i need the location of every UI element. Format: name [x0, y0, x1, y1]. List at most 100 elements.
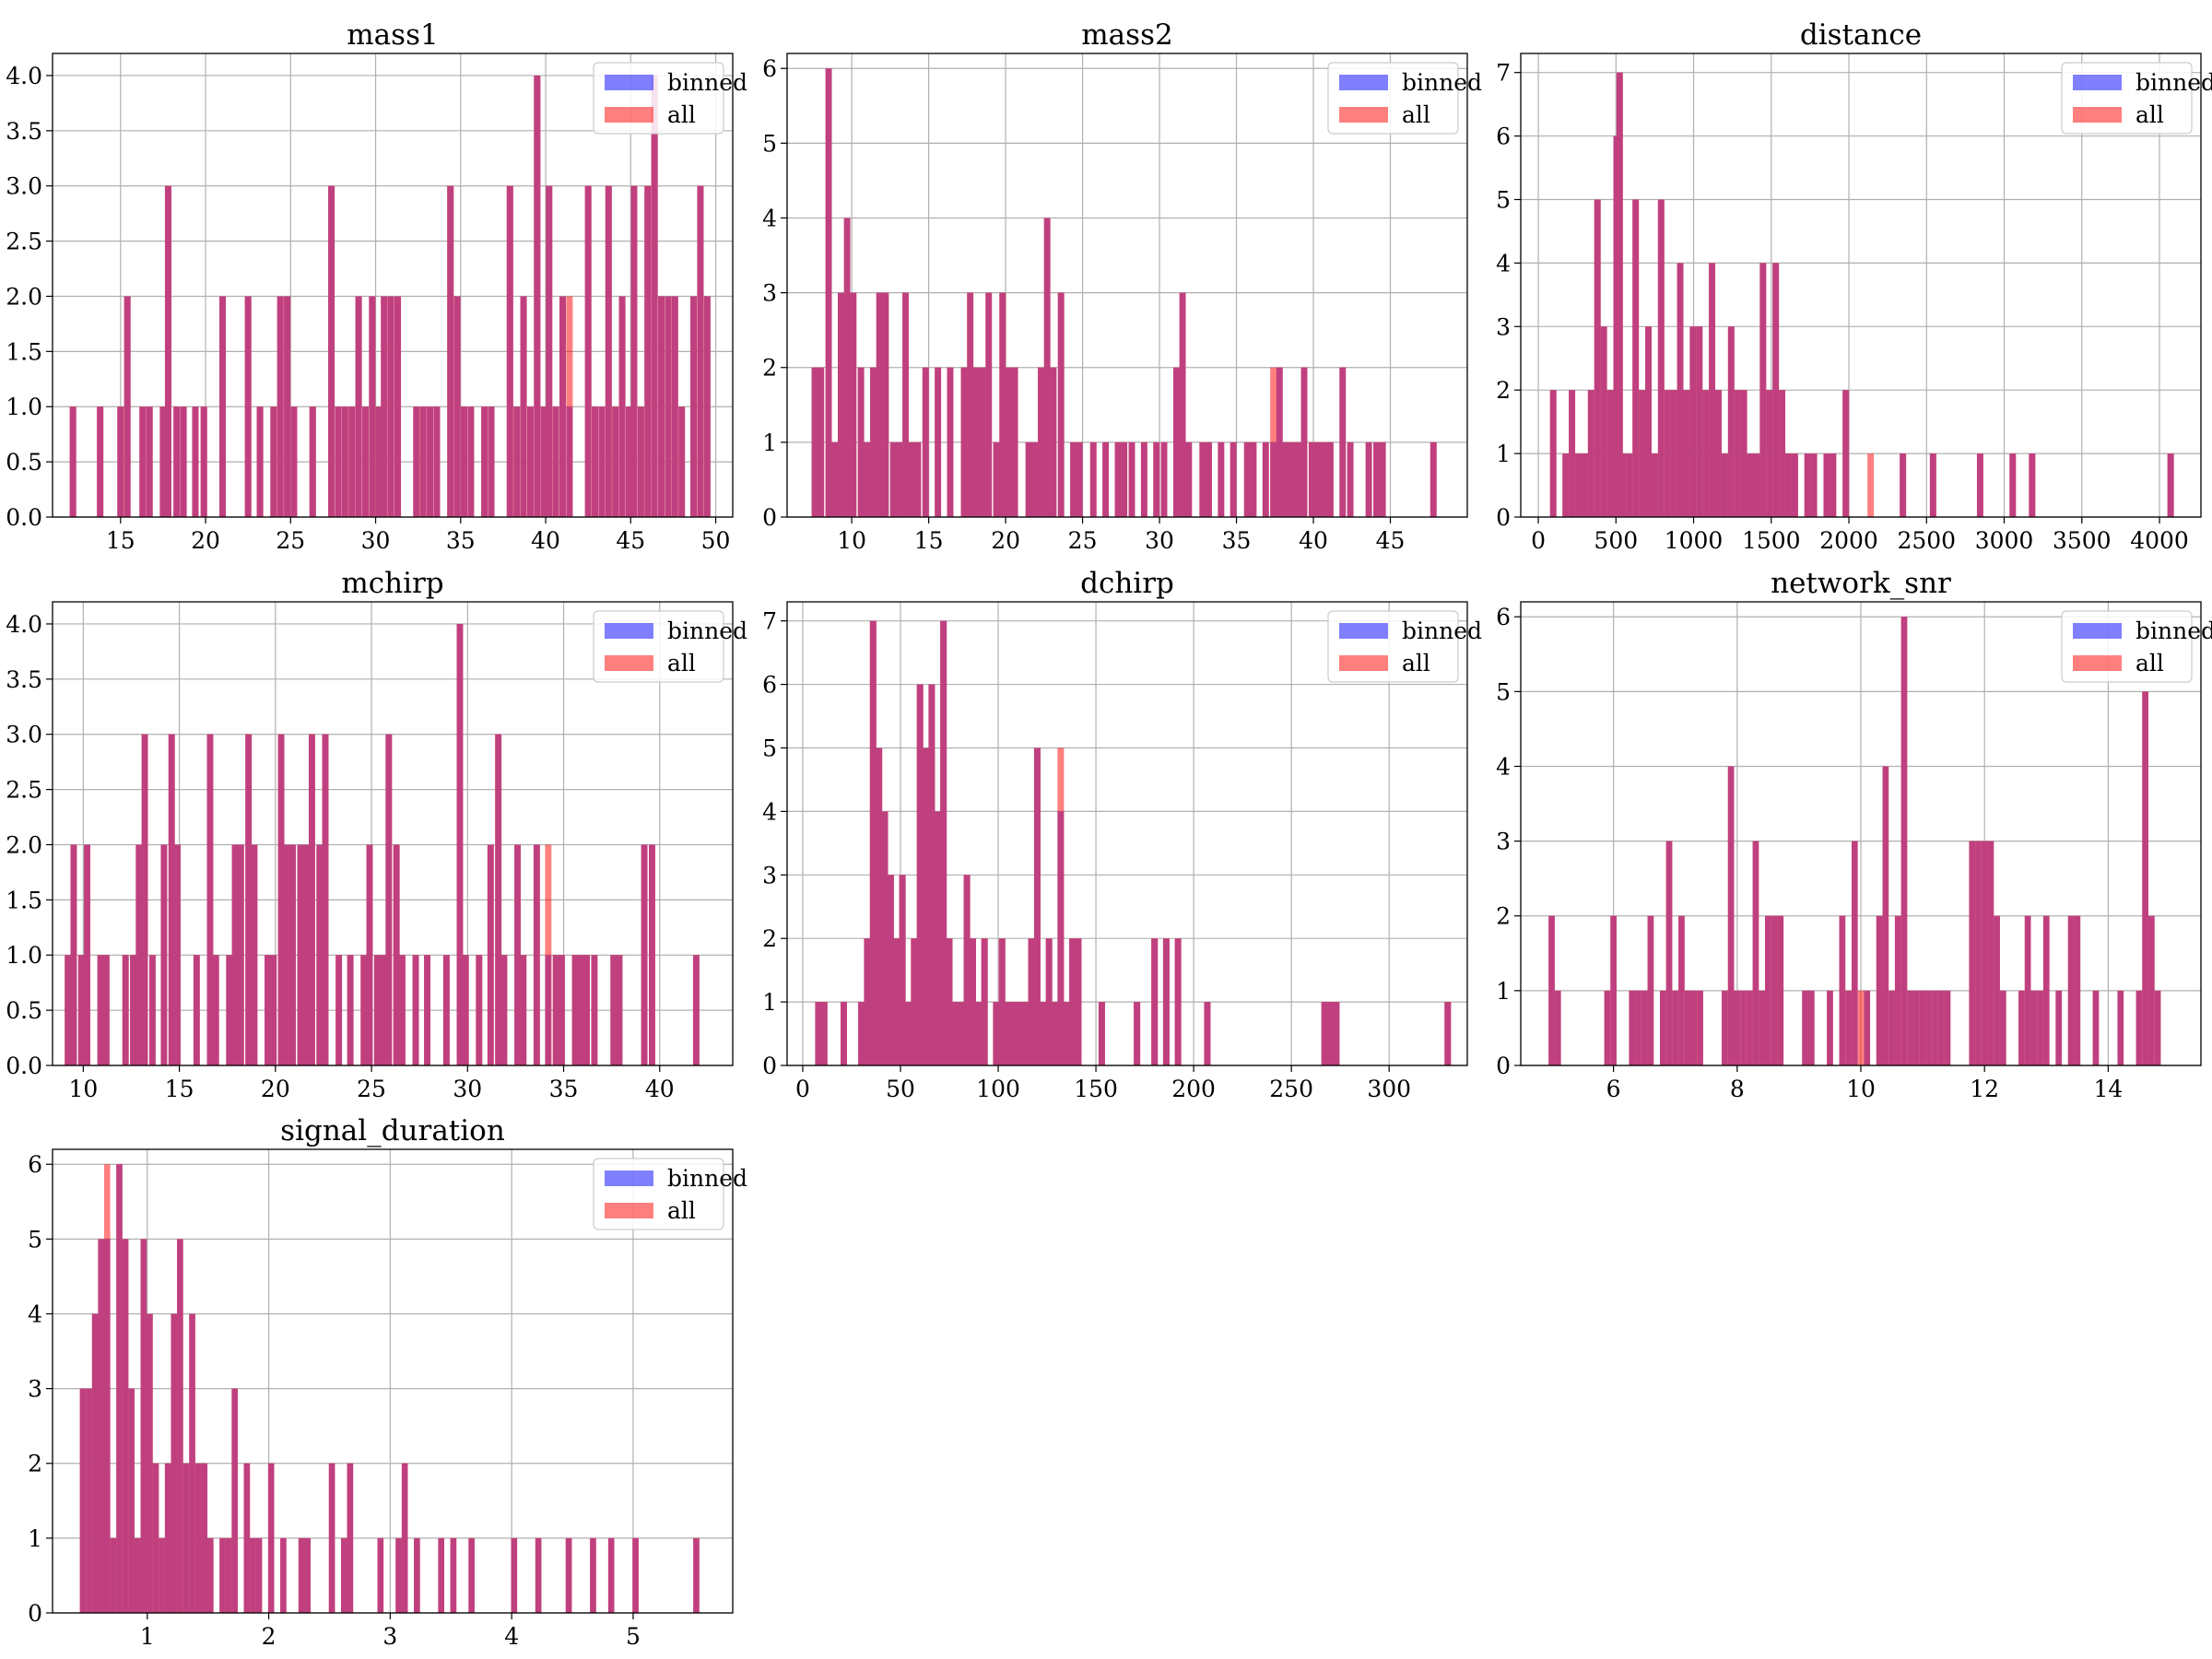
bar-binned: [212, 955, 219, 1065]
bar-binned: [876, 292, 883, 517]
bar-binned: [526, 406, 534, 517]
legend: binned all: [593, 1158, 747, 1230]
y-tick-label: 7: [1496, 60, 1511, 87]
bar-binned: [1766, 390, 1773, 517]
bar-binned: [373, 955, 381, 1065]
y-tick-label: 1.0: [6, 942, 42, 969]
chart-title: distance: [1800, 18, 1922, 52]
bar-binned: [1600, 326, 1607, 517]
bar-binned: [947, 367, 954, 517]
legend-swatch-binned: [2073, 623, 2122, 639]
bar-binned: [1185, 441, 1193, 517]
bar-binned: [173, 406, 181, 517]
bar-binned: [1882, 766, 1889, 1065]
bar-binned: [857, 367, 865, 517]
bar-binned: [1746, 990, 1753, 1065]
legend-label-all: all: [1402, 650, 1430, 677]
y-tick-label: 3: [1496, 313, 1511, 340]
x-tick-label: 25: [1068, 527, 1098, 554]
bar-binned: [201, 1463, 208, 1613]
bar-binned: [1230, 441, 1237, 517]
bar-binned: [671, 296, 678, 517]
x-tick-label: 40: [1299, 527, 1328, 554]
y-tick-label: 3: [762, 862, 777, 888]
x-tick-label: 2000: [1819, 527, 1878, 554]
bar-binned: [200, 406, 207, 517]
bar-binned: [1635, 990, 1641, 1065]
bar-binned: [864, 441, 871, 517]
y-tick-label: 0: [28, 1600, 42, 1627]
bar-binned: [1752, 841, 1759, 1065]
bar-binned: [65, 955, 72, 1065]
bar-binned: [520, 955, 527, 1065]
bar-binned: [2042, 915, 2050, 1065]
bar-binned: [904, 1002, 912, 1065]
y-tick-label: 4: [762, 798, 777, 825]
y-tick-label: 3.5: [6, 666, 42, 693]
bar-binned: [697, 185, 704, 517]
x-tick-label: 15: [165, 1076, 194, 1102]
bar-binned: [1900, 453, 1907, 517]
y-tick-label: 3: [28, 1376, 42, 1403]
bar-binned: [412, 955, 419, 1065]
chart-title: signal_duration: [280, 1114, 505, 1147]
bar-binned: [182, 1463, 190, 1613]
bar-binned: [1016, 1002, 1023, 1065]
bar-binned: [598, 406, 606, 517]
bar-binned: [916, 684, 924, 1065]
bar-binned: [340, 1537, 347, 1613]
legend-label-binned: binned: [667, 69, 747, 96]
axes-frame: [1520, 53, 2202, 518]
bar-binned: [818, 367, 825, 517]
bar-binned: [1610, 915, 1617, 1065]
bar-binned: [881, 811, 888, 1065]
legend: binned all: [593, 610, 747, 683]
y-tick-label: 4.0: [6, 63, 42, 89]
y-tick-label: 3.0: [6, 722, 42, 748]
y-tick-label: 6: [762, 55, 777, 82]
y-tick-label: 6: [1496, 604, 1511, 630]
bar-binned: [534, 75, 541, 517]
legend-swatch-binned: [2073, 75, 2122, 90]
x-tick-label: 4: [504, 1623, 519, 1650]
bar-binned: [194, 1463, 202, 1613]
bar-binned: [934, 811, 941, 1065]
bar-binned: [571, 955, 579, 1065]
bar-binned: [1753, 453, 1760, 517]
bar-binned: [1684, 990, 1691, 1065]
bar-binned: [1696, 326, 1703, 517]
bar-binned: [1651, 453, 1658, 517]
x-tick-label: 35: [549, 1076, 579, 1102]
bar-binned: [86, 1388, 92, 1613]
bar-binned: [651, 75, 658, 517]
y-tick-label: 0.0: [6, 504, 42, 531]
bar-binned: [219, 1537, 226, 1613]
subplot-distance: 0 500 1000 1500 2000 2500 3000 3500 4000 0 1 2 3 4 5 6 7…: [1496, 18, 2212, 554]
bar-binned: [1639, 390, 1646, 517]
bar-binned: [552, 406, 559, 517]
bar-binned: [265, 955, 271, 1065]
bar-binned: [1626, 453, 1633, 517]
x-tick-label: 20: [191, 527, 220, 554]
bar-binned: [969, 938, 976, 1065]
bar-binned: [1827, 990, 1833, 1065]
bar-binned: [1031, 441, 1039, 517]
bar-binned: [1174, 938, 1182, 1065]
bar-binned: [442, 955, 450, 1065]
x-tick-label: 6: [1606, 1076, 1621, 1102]
y-tick-label: 1: [28, 1525, 42, 1552]
bar-binned: [1659, 990, 1666, 1065]
bar-binned: [637, 406, 644, 517]
x-tick-label: 35: [446, 527, 476, 554]
subplot-mass1: 15 20 25 30 35 40 45 50 0.0 0.5 1.0 1.5 2.0 2.5 3.0 3.5…: [6, 18, 747, 554]
bar-binned: [972, 367, 980, 517]
x-tick-label: 45: [1376, 527, 1406, 554]
x-tick-label: 10: [837, 527, 866, 554]
bar-binned: [1006, 367, 1012, 517]
bar-binned: [193, 955, 200, 1065]
bar-binned: [552, 955, 559, 1065]
y-tick-label: 2: [762, 355, 777, 382]
bar-binned: [1300, 367, 1308, 517]
bar-binned: [447, 185, 454, 517]
bar-binned: [189, 1313, 195, 1613]
